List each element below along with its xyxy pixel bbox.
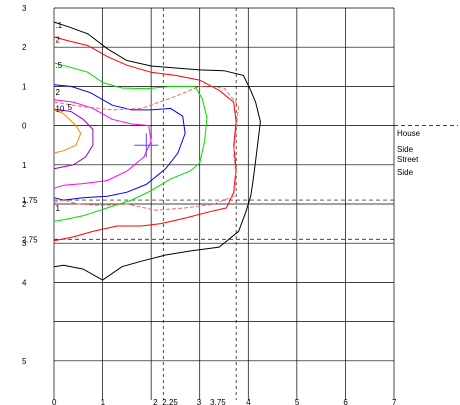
y-tick-label: 4 [22, 278, 27, 287]
y-tick-label: 1 [22, 161, 27, 170]
contour-label: .1 [55, 21, 62, 30]
y-tick-label: 0 [22, 122, 27, 131]
x-tick-label: 0 [52, 398, 57, 405]
side-label: House [397, 129, 421, 138]
y-tick-label: 1 [22, 82, 27, 91]
contour-label: .5 [55, 61, 62, 70]
contour-lines [53, 21, 261, 281]
x-tick-label: 1 [101, 398, 106, 405]
contour-line-6 [53, 108, 94, 170]
contour-line-8 [53, 85, 240, 211]
grid [53, 7, 458, 400]
y-tick-label: 3 [22, 239, 27, 248]
contour-line-4 [53, 84, 186, 201]
x-tick-label: 2 [153, 398, 158, 405]
x-tick-label: 4 [246, 398, 251, 405]
contour-label: 2 [55, 35, 60, 44]
contour-line-3 [53, 62, 208, 222]
y-tick-label: 3 [22, 4, 27, 13]
contour-label: 2 [55, 88, 60, 97]
contour-line-2 [53, 36, 237, 242]
y-tick-label: 5 [22, 357, 27, 366]
contour-line-1 [53, 21, 261, 281]
side-label: Side [397, 145, 414, 154]
x-tick-label: 2.25 [162, 398, 178, 405]
side-label: Street [397, 155, 419, 164]
x-tick-label: 7 [392, 398, 397, 405]
y-tick-label: 2.75 [22, 235, 38, 244]
contour-label: 1 [55, 204, 60, 213]
x-tick-label: 3.75 [210, 398, 226, 405]
x-tick-label: 3 [197, 398, 202, 405]
contour-line-7 [53, 109, 82, 154]
y-tick-label: 2 [22, 43, 27, 52]
contour-label: 10 [55, 104, 64, 113]
contour-line-5 [53, 99, 152, 189]
contour-label: 5 [68, 103, 73, 112]
y-tick-label: 2 [22, 200, 27, 209]
x-tick-label: 6 [343, 398, 348, 405]
y-tick-label: 1.75 [22, 196, 38, 205]
side-label: Side [397, 168, 414, 177]
x-tick-label: 5 [295, 398, 300, 405]
